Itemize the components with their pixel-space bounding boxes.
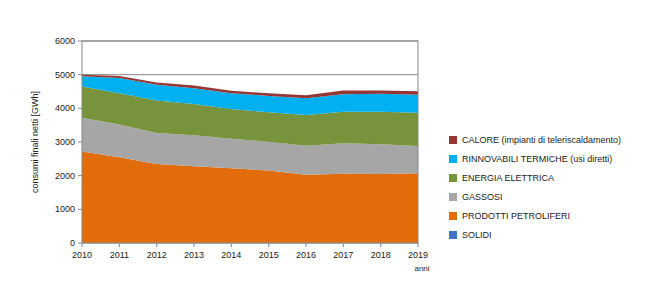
tick-label: 2018 xyxy=(371,250,391,260)
legend-label: PRODOTTI PETROLIFERI xyxy=(462,211,570,221)
legend-swatch xyxy=(449,193,457,201)
tick xyxy=(78,175,82,176)
tick-label: 2012 xyxy=(147,250,167,260)
tick-label: 2016 xyxy=(296,250,316,260)
tick xyxy=(78,108,82,109)
tick xyxy=(306,243,307,247)
area xyxy=(82,75,418,99)
legend-swatch xyxy=(449,174,457,182)
tick-label: 2014 xyxy=(221,250,241,260)
chart: 0 1000 2000 3000 4000 5000 6000 2010 2011 2012 201… xyxy=(0,0,668,300)
tick xyxy=(78,209,82,210)
tick-label: 0 xyxy=(70,238,75,248)
tick-label: 2011 xyxy=(110,250,129,260)
areas xyxy=(82,75,418,243)
tick xyxy=(343,243,344,247)
tick xyxy=(418,243,419,247)
tick-label: 2019 xyxy=(408,250,428,260)
tick-label: 2000 xyxy=(55,171,75,181)
tick-label: 1000 xyxy=(55,204,75,214)
tick xyxy=(380,243,381,247)
legend: CALORE (impianti di teleriscaldamento) RI… xyxy=(449,135,621,240)
tick xyxy=(231,243,232,247)
tick-label: 2010 xyxy=(72,250,92,260)
legend-swatch xyxy=(449,231,457,239)
axis-title: anni xyxy=(414,264,429,273)
tick xyxy=(78,74,82,75)
tick xyxy=(82,243,83,247)
legend-label: CALORE (impianti di teleriscaldamento) xyxy=(462,135,621,145)
axis-title: consumi finali netti [GWh] xyxy=(30,91,40,193)
area xyxy=(82,76,418,115)
tick-label: 6000 xyxy=(55,36,75,46)
legend-swatch xyxy=(449,155,457,163)
tick xyxy=(78,142,82,143)
tick xyxy=(119,243,120,247)
legend-swatch xyxy=(449,136,457,144)
tick-label: 4000 xyxy=(55,103,75,113)
tick xyxy=(156,243,157,247)
tick xyxy=(78,41,82,42)
legend-label: SOLIDI xyxy=(462,230,492,240)
tick-label: 3000 xyxy=(55,137,75,147)
tick xyxy=(268,243,269,247)
tick-label: 5000 xyxy=(55,70,75,80)
tick-label: 2013 xyxy=(184,250,204,260)
plot-frame xyxy=(82,41,418,243)
tick-label: 2017 xyxy=(333,250,353,260)
tick xyxy=(78,243,82,244)
grid-line xyxy=(82,74,418,75)
legend-label: RINNOVABILI TERMICHE (usi diretti) xyxy=(462,154,612,164)
tick-label: 2015 xyxy=(259,250,279,260)
legend-label: ENERGIA ELETTRICA xyxy=(462,173,554,183)
tick xyxy=(194,243,195,247)
legend-label: GASSOSI xyxy=(462,192,503,202)
legend-swatch xyxy=(449,212,457,220)
